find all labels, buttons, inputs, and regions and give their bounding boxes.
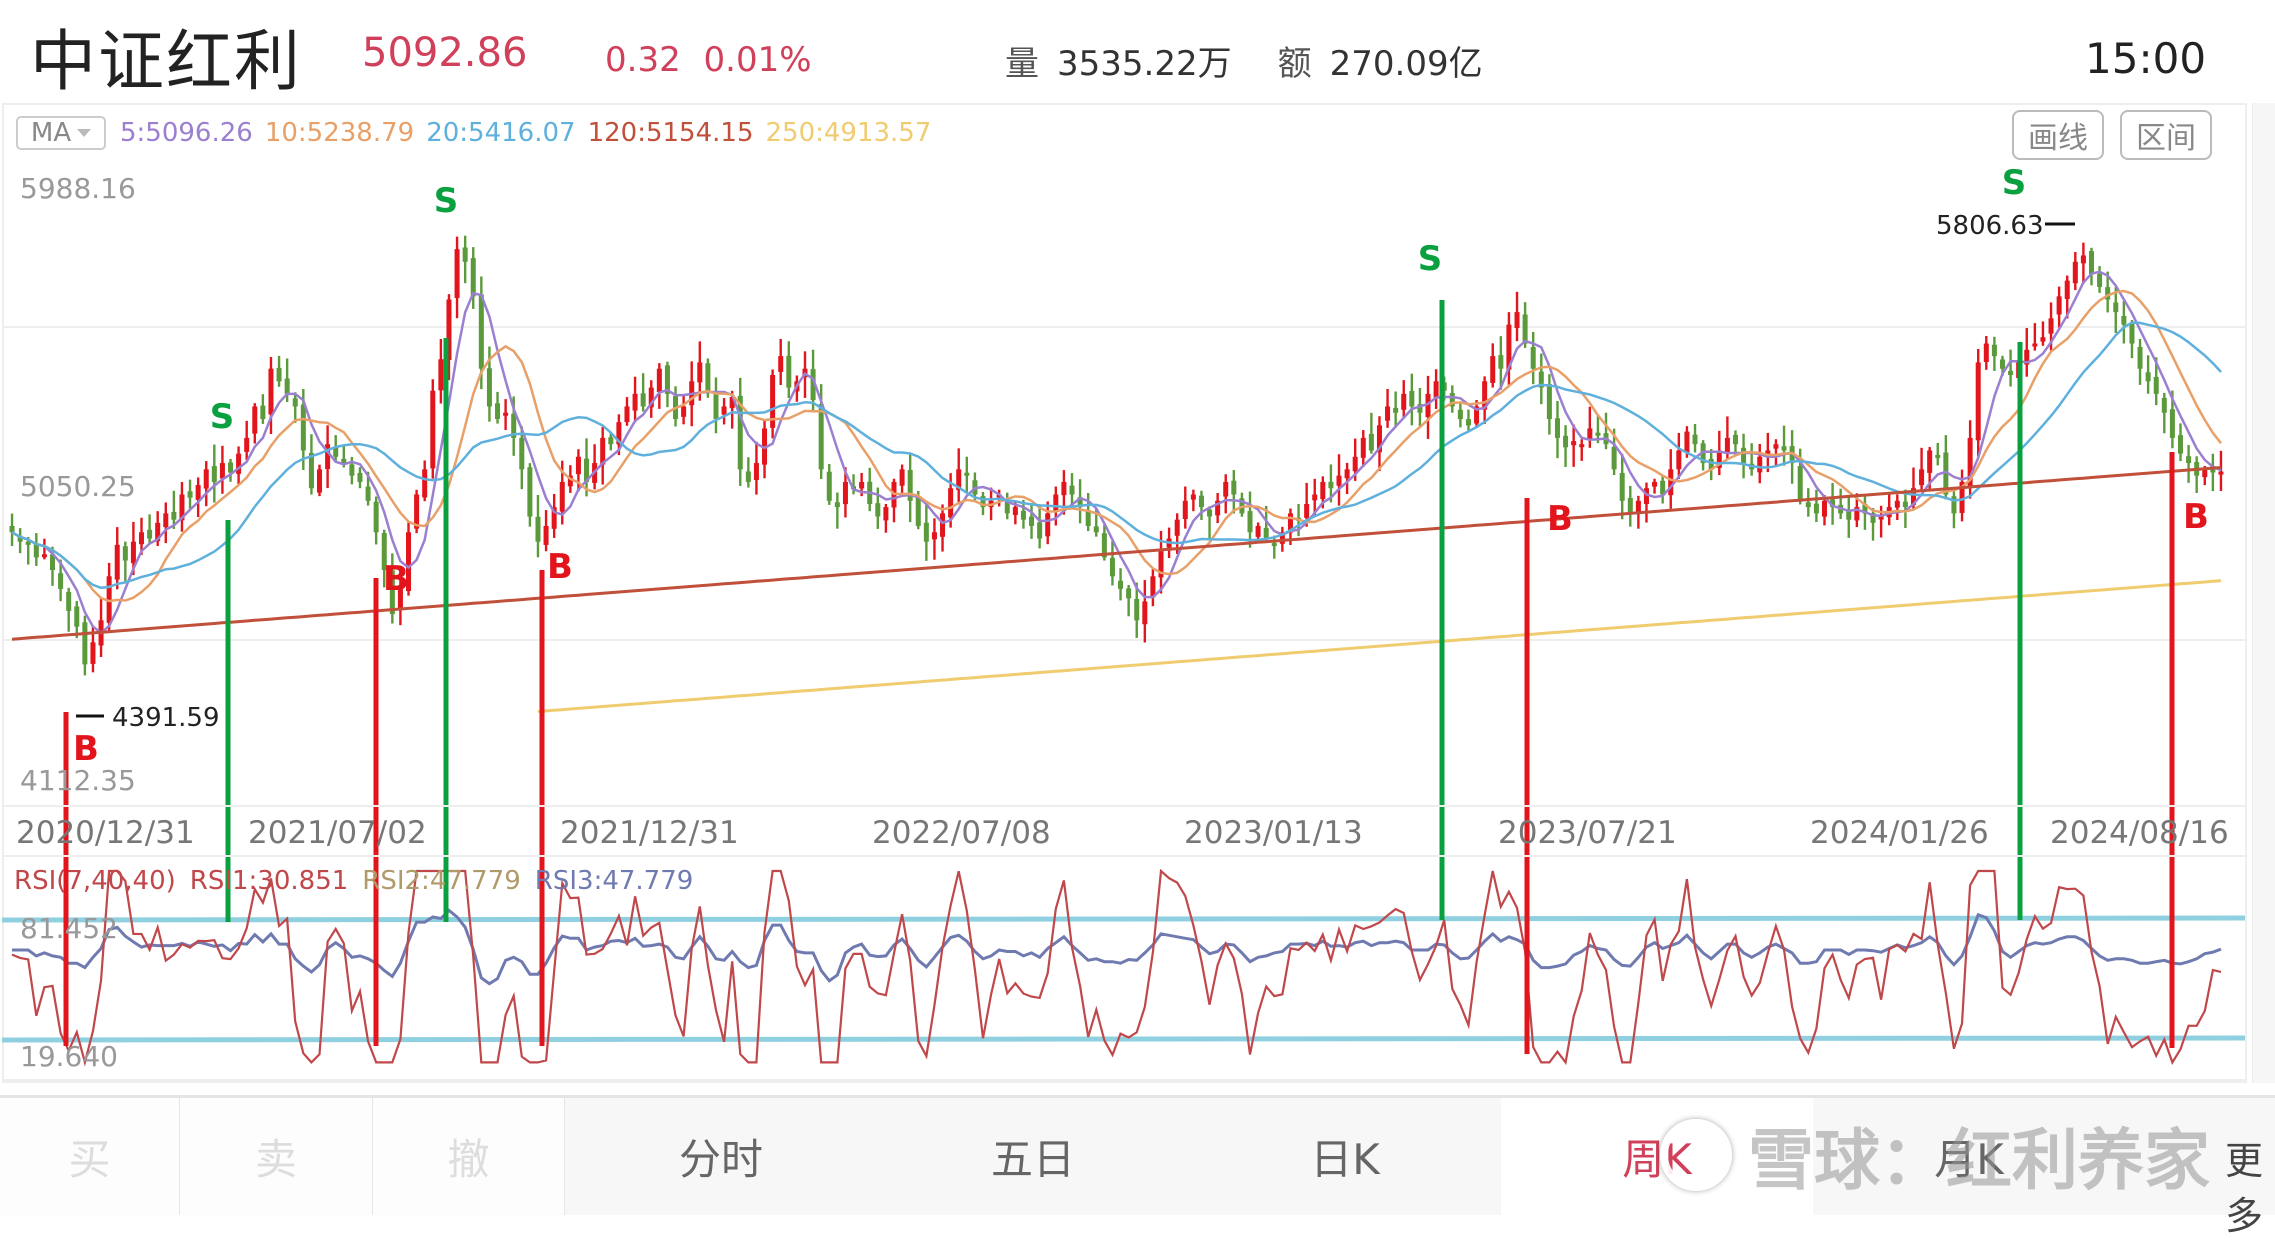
ma-legend: MA 5:5096.26 10:5238.79 20:5416.07 120:5… xyxy=(16,113,943,153)
quote-time: 15:00 xyxy=(2085,34,2207,83)
ma250-value: 250:4913.57 xyxy=(765,118,932,148)
svg-text:S: S xyxy=(2002,163,2027,203)
rsi-label-max: 81.452 xyxy=(20,912,118,945)
last-price: 5092.86 xyxy=(362,30,528,76)
tab-weekly-k[interactable]: 周K xyxy=(1501,1098,1813,1215)
right-sidebar xyxy=(2252,103,2275,1083)
rsi-label-min: 19.640 xyxy=(20,1040,118,1073)
ma10-value: 10:5238.79 xyxy=(264,118,415,148)
svg-text:B: B xyxy=(547,547,573,587)
change-value: 0.32 xyxy=(605,40,681,80)
rsi-title: RSI(7,40,40) xyxy=(14,866,176,896)
price-change: 0.32 0.01% xyxy=(605,40,812,80)
svg-text:4391.59: 4391.59 xyxy=(112,703,220,733)
tab-daily-k[interactable]: 日K xyxy=(1189,1098,1501,1215)
date-tick: 2021/07/02 xyxy=(248,815,427,851)
tab-five-day[interactable]: 五日 xyxy=(877,1098,1189,1215)
chevron-down-icon xyxy=(77,129,92,137)
kline-chart[interactable]: 4391.59 5806.63 B S B S B S B S B xyxy=(0,0,2275,1090)
bottom-tabbar: 买 卖 撤 分时 五日 日K 周K 月K xyxy=(0,1095,2275,1215)
date-axis: 2020/12/31 2021/07/02 2021/12/31 2022/07… xyxy=(2,805,2247,857)
amount-label: 额 xyxy=(1277,44,1312,84)
volume-label: 量 xyxy=(1005,44,1039,84)
svg-text:5806.63: 5806.63 xyxy=(1936,211,2044,241)
rsi3-value: RSI3:47.779 xyxy=(534,866,694,896)
sell-button[interactable]: 卖 xyxy=(180,1098,373,1215)
indicator-select-value: MA xyxy=(30,118,72,148)
ma20-value: 20:5416.07 xyxy=(426,118,576,148)
svg-text:B: B xyxy=(2183,497,2209,537)
svg-text:S: S xyxy=(1418,239,1443,279)
buy-button[interactable]: 买 xyxy=(0,1098,180,1215)
date-tick: 2024/08/16 xyxy=(2050,815,2229,851)
draw-line-button[interactable]: 画线 xyxy=(2012,110,2104,160)
more-button[interactable]: 更多 xyxy=(2225,1139,2264,1238)
volume-value: 3535.22万 xyxy=(1057,44,1232,84)
volume-amount: 量 3535.22万 额 270.09亿 xyxy=(1005,36,1483,85)
svg-text:S: S xyxy=(434,181,459,221)
date-tick: 2020/12/31 xyxy=(16,815,195,851)
cancel-order-button[interactable]: 撤 xyxy=(373,1098,565,1215)
svg-text:B: B xyxy=(1547,499,1573,539)
svg-text:S: S xyxy=(210,397,235,437)
svg-text:B: B xyxy=(73,729,99,769)
date-tick: 2021/12/31 xyxy=(560,815,739,851)
indicator-select[interactable]: MA xyxy=(16,116,106,150)
rsi2-value: RSI2:47.779 xyxy=(362,866,521,896)
y-label-mid: 5050.25 xyxy=(20,470,136,503)
ma120-value: 120:5154.15 xyxy=(587,118,754,148)
change-percent: 0.01% xyxy=(703,40,812,80)
tab-intraday[interactable]: 分时 xyxy=(565,1098,877,1215)
index-title: 中证红利 xyxy=(30,23,302,100)
rsi-legend: RSI(7,40,40) RSI1:30.851 RSI2:47.779 RSI… xyxy=(14,866,707,896)
chart-panel[interactable] xyxy=(2,103,2247,1083)
date-tick: 2022/07/08 xyxy=(872,815,1051,851)
tab-monthly-k[interactable]: 月K xyxy=(1813,1098,2125,1215)
y-label-min: 4112.35 xyxy=(20,764,136,797)
date-tick: 2024/01/26 xyxy=(1810,815,1989,851)
amount-value: 270.09亿 xyxy=(1329,44,1483,84)
y-label-max: 5988.16 xyxy=(20,172,136,205)
rsi1-value: RSI1:30.851 xyxy=(189,866,349,896)
ma5-value: 5:5096.26 xyxy=(120,118,253,148)
date-tick: 2023/01/13 xyxy=(1184,815,1363,851)
date-tick: 2023/07/21 xyxy=(1498,815,1677,851)
svg-text:B: B xyxy=(383,559,409,599)
quote-header: 中证红利 5092.86 0.32 0.01% 量 3535.22万 额 270.09… xyxy=(0,0,2275,100)
range-button[interactable]: 区间 xyxy=(2120,110,2212,160)
